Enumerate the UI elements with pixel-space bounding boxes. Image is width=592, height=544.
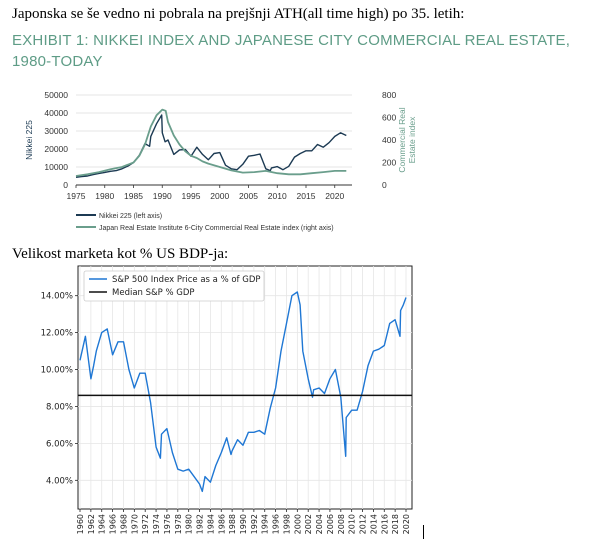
y2-tick-label: 800 bbox=[382, 90, 396, 100]
y-axis-title: Nikkei 225 bbox=[24, 120, 34, 160]
legend-label: Japan Real Estate Institute 6-City Comme… bbox=[99, 225, 334, 232]
y-tick-label: 12.00% bbox=[41, 329, 73, 339]
x-tick-label: 1980 bbox=[185, 514, 194, 534]
x-tick-label: 1972 bbox=[141, 514, 150, 534]
x-tick-label: 1970 bbox=[130, 514, 139, 534]
y-tick-label: 40000 bbox=[44, 108, 68, 118]
x-tick-label: 2014 bbox=[369, 514, 378, 534]
x-tick-label: 1974 bbox=[152, 514, 161, 534]
exhibit-title: EXHIBIT 1: NIKKEI INDEX AND JAPANESE CIT… bbox=[12, 32, 571, 70]
real-estate-series-line bbox=[75, 108, 347, 177]
x-tick-label: 1984 bbox=[206, 514, 215, 534]
x-tick-label: 2000 bbox=[210, 191, 229, 201]
y-tick-label: 20000 bbox=[44, 144, 68, 154]
x-tick-label: 1966 bbox=[109, 514, 118, 534]
x-tick-label: 1962 bbox=[87, 514, 96, 534]
y2-axis-title-line: Estate index bbox=[407, 116, 417, 164]
x-tick-label: 2008 bbox=[337, 514, 346, 534]
plot-frame bbox=[77, 265, 413, 510]
x-tick-label: 1978 bbox=[174, 514, 183, 534]
heading-market-size: Velikost marketa kot % US BDP-ja: bbox=[12, 246, 229, 262]
y-tick-label: 30000 bbox=[44, 126, 68, 136]
y-tick-label: 8.00% bbox=[46, 402, 73, 412]
y-tick-label: 4.00% bbox=[46, 476, 73, 486]
legend-label: Nikkei 225 (left axis) bbox=[99, 213, 162, 220]
sp500-series-line bbox=[79, 291, 407, 493]
x-tick-label: 2020 bbox=[402, 514, 411, 534]
y-tick-label: 0 bbox=[63, 180, 68, 190]
y-tick-label: 6.00% bbox=[46, 439, 73, 449]
x-tick-label: 1995 bbox=[182, 191, 201, 201]
legend-label: S&P 500 Index Price as a % of GDP bbox=[112, 275, 261, 285]
x-tick-label: 2016 bbox=[380, 514, 389, 534]
x-tick-label: 2000 bbox=[293, 514, 302, 534]
y2-tick-label: 400 bbox=[382, 135, 396, 145]
heading-japan-ath: Japonska se še vedno ni pobrala na prejš… bbox=[12, 6, 465, 22]
x-tick-label: 1964 bbox=[98, 514, 107, 534]
x-tick-label: 1998 bbox=[282, 514, 291, 534]
x-tick-label: 2010 bbox=[348, 514, 357, 534]
y-tick-label: 10.00% bbox=[41, 366, 73, 376]
x-tick-label: 1986 bbox=[217, 514, 226, 534]
x-tick-label: 1980 bbox=[95, 191, 114, 201]
legend-label: Median S&P % GDP bbox=[112, 288, 195, 298]
y-tick-label: 14.00% bbox=[41, 292, 73, 302]
y2-tick-label: 200 bbox=[382, 158, 396, 168]
x-tick-label: 1992 bbox=[250, 514, 259, 534]
x-tick-label: 2015 bbox=[297, 191, 316, 201]
nikkei-series-line bbox=[75, 114, 347, 178]
y-tick-label: 10000 bbox=[44, 162, 68, 172]
x-tick-label: 2006 bbox=[326, 514, 335, 534]
x-tick-label: 1990 bbox=[239, 514, 248, 534]
x-tick-label: 2002 bbox=[304, 514, 313, 534]
x-tick-label: 1982 bbox=[196, 514, 205, 534]
x-tick-label: 2020 bbox=[325, 191, 344, 201]
y2-tick-label: 0 bbox=[382, 180, 387, 190]
x-tick-label: 1994 bbox=[261, 514, 270, 534]
x-tick-label: 1996 bbox=[272, 514, 281, 534]
y2-axis-title-line: Commercial Real bbox=[397, 107, 407, 172]
x-tick-label: 2012 bbox=[359, 514, 368, 534]
x-tick-label: 1960 bbox=[76, 514, 85, 534]
y2-axis-title: Commercial RealEstate index bbox=[397, 107, 417, 172]
text-cursor bbox=[423, 525, 424, 539]
x-tick-label: 1968 bbox=[119, 514, 128, 534]
x-tick-label: 1975 bbox=[67, 191, 86, 201]
x-tick-label: 2005 bbox=[239, 191, 258, 201]
x-tick-label: 2004 bbox=[315, 514, 324, 534]
y-tick-label: 50000 bbox=[44, 90, 68, 100]
x-tick-label: 1976 bbox=[163, 514, 172, 534]
x-tick-label: 1985 bbox=[124, 191, 143, 201]
x-tick-label: 1990 bbox=[153, 191, 172, 201]
x-tick-label: 2010 bbox=[268, 191, 287, 201]
x-tick-label: 2018 bbox=[391, 514, 400, 534]
legend-box bbox=[83, 270, 265, 302]
y2-tick-label: 600 bbox=[382, 113, 396, 123]
x-tick-label: 1988 bbox=[228, 514, 237, 534]
